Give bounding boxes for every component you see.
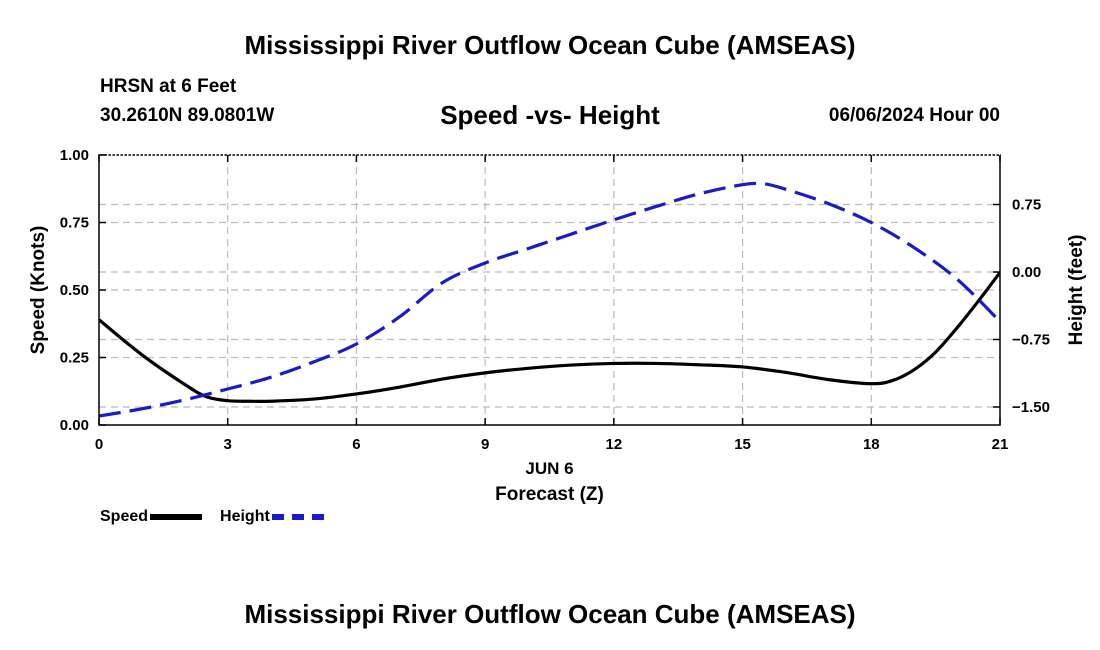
- y2-tick-label: −0.75: [1012, 332, 1050, 349]
- grid: [99, 155, 1000, 425]
- y2-tick-label: −1.50: [1012, 399, 1050, 416]
- x-tick-label: 18: [863, 436, 880, 453]
- x-tick-label: 9: [481, 436, 489, 453]
- chart-subtitle: Speed -vs- Height: [440, 100, 660, 130]
- x-axis-date-label: JUN 6: [525, 459, 573, 478]
- series-line-height: [99, 181, 1000, 418]
- main-title: Mississippi River Outflow Ocean Cube (AM…: [244, 30, 856, 60]
- footer-title: Mississippi River Outflow Ocean Cube (AM…: [244, 599, 856, 629]
- legend-height-swatch: [271, 514, 324, 520]
- y-axis-label: Speed (Knots): [28, 226, 49, 355]
- x-tick-label: 21: [992, 436, 1009, 453]
- y-tick-label: 0.50: [60, 282, 89, 299]
- y-tick-label: 0.00: [60, 417, 89, 434]
- axes: 0 3 6 9 12 15 18 21 0.00 0.25 0.50 0.75 1.00 0.75 0.00…: [60, 147, 1050, 453]
- legend-item-height: Height: [220, 508, 324, 526]
- y-tick-label: 0.75: [60, 215, 89, 232]
- x-tick-label: 12: [606, 436, 623, 453]
- x-axis-label: Forecast (Z): [495, 484, 604, 505]
- legend-item-speed: Speed: [100, 508, 203, 526]
- y2-tick-label: 0.00: [1012, 264, 1041, 281]
- x-tick-label: 15: [734, 436, 751, 453]
- legend-speed-swatch: [150, 514, 203, 520]
- legend-speed-label: Speed: [100, 508, 149, 525]
- x-tick-label: 3: [224, 436, 232, 453]
- y2-axis-label: Height (feet): [1066, 235, 1087, 346]
- datetime-label: 06/06/2024 Hour 00: [828, 105, 1000, 126]
- y-tick-label: 1.00: [60, 147, 89, 164]
- series-layer: [99, 181, 1000, 418]
- y2-tick-label: 0.75: [1012, 197, 1041, 214]
- y-tick-label: 0.25: [60, 350, 89, 367]
- legend-height-label: Height: [220, 508, 270, 525]
- legend: Speed Height: [100, 508, 342, 526]
- coordinates-label: 30.2610N 89.0801W: [100, 105, 275, 126]
- station-label: HRSN at 6 Feet: [100, 76, 237, 97]
- series-line-speed: [99, 271, 1000, 404]
- x-tick-label: 0: [95, 436, 103, 453]
- x-tick-label: 6: [352, 436, 360, 453]
